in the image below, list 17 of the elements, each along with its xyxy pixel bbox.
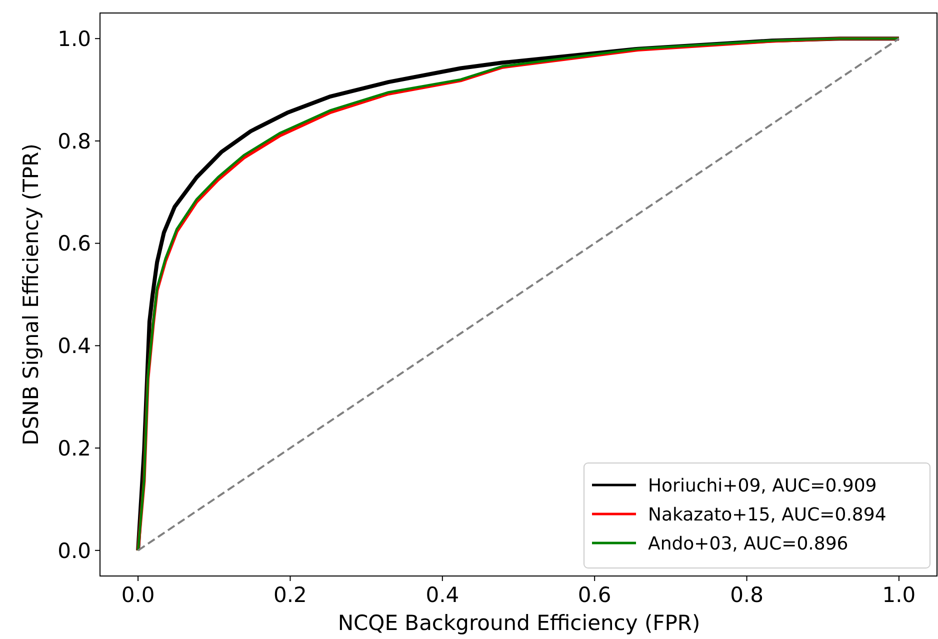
y-tick-label: 0.4 [58,334,91,358]
x-tick-label: 0.8 [730,583,764,607]
legend-label: Ando+03, AUC=0.896 [648,533,848,554]
x-tick-label: 0.2 [274,583,307,607]
y-tick-label: 0.0 [58,538,91,563]
x-tick-label: 0.6 [578,583,612,607]
x-tick-label: 0.4 [426,583,460,607]
y-tick-label: 0.6 [58,232,91,256]
y-axis-title: DSNB Signal Efficiency (TPR) [19,144,43,446]
x-tick-label: 1.0 [882,583,916,607]
legend-label: Nakazato+15, AUC=0.894 [648,504,886,526]
legend-label: Horiuchi+09, AUC=0.909 [648,475,877,496]
y-tick-label: 1.0 [58,26,91,51]
y-tick-label: 0.2 [58,436,91,460]
x-tick-label: 0.0 [121,583,155,607]
y-tick-label: 0.8 [58,129,91,154]
x-axis-title: NCQE Background Efficiency (FPR) [338,611,700,635]
